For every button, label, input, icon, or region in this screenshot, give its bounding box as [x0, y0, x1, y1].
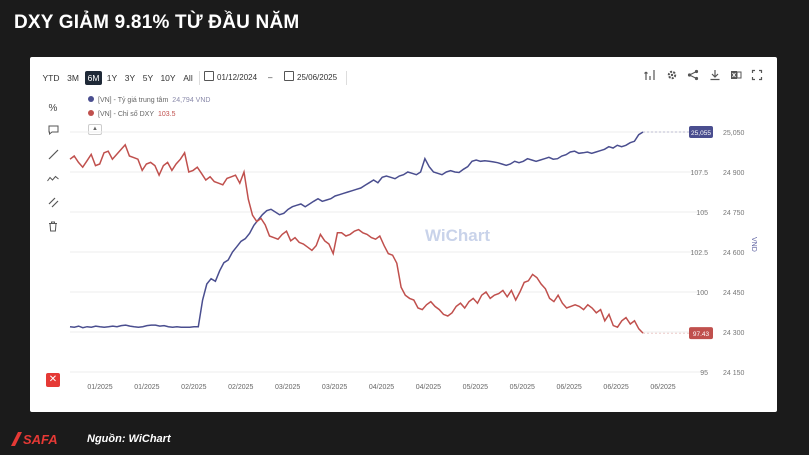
parallel-lines-icon[interactable]: [44, 197, 62, 213]
y-tick-vnd: 24 450: [723, 290, 745, 297]
source-note: Nguồn: WiChart: [87, 433, 171, 445]
y-tick-dxy: 110: [697, 130, 708, 137]
y-tick-vnd: 24 750: [723, 210, 745, 217]
chart-legend: [VN] - Tỷ giá trung tâm 24,794 VND [VN] -…: [88, 94, 210, 136]
comment-icon[interactable]: [44, 125, 62, 141]
range-3y-button[interactable]: 3Y: [124, 73, 136, 83]
trash-icon[interactable]: [44, 221, 62, 237]
date-from-value: 01/12/2024: [217, 73, 258, 82]
download-icon[interactable]: [707, 69, 723, 85]
series-line-dxy: [69, 143, 644, 334]
y-tick-vnd: 25,050: [723, 130, 745, 137]
y-tick-vnd: 24 300: [723, 330, 745, 337]
x-tick-label: 06/2025: [557, 384, 582, 391]
x-tick-label: 04/2025: [369, 384, 394, 391]
slide-title: DXY GIẢM 9.81% TỪ ĐẦU NĂM: [14, 12, 300, 33]
x-tick-label: 01/2025: [134, 384, 159, 391]
last-value-label: 25,055: [691, 130, 711, 137]
last-value-label: 97.43: [693, 331, 710, 338]
range-all-button[interactable]: All: [183, 73, 193, 83]
x-tick-label: 06/2025: [603, 384, 628, 391]
toolbar-divider: [199, 71, 200, 85]
y-tick-dxy: 97.5: [694, 330, 708, 337]
trend-line-icon[interactable]: [44, 149, 62, 165]
svg-text:SAFA: SAFA: [23, 432, 58, 447]
legend-value: 103.5: [158, 111, 176, 118]
y-axis-label: VND: [750, 237, 757, 252]
x-tick-label: 05/2025: [463, 384, 488, 391]
date-separator: –: [268, 73, 273, 82]
date-to-field[interactable]: 25/06/2025: [284, 70, 337, 86]
settings-icon[interactable]: [664, 69, 680, 85]
range-6m-button[interactable]: 6M: [85, 71, 102, 85]
y-tick-dxy: 100: [696, 290, 708, 297]
x-tick-label: 02/2025: [228, 384, 253, 391]
y-tick-vnd: 24 600: [723, 250, 745, 257]
safa-logo: SAFA: [9, 430, 81, 448]
legend-label: [VN] - Tỷ giá trung tâm: [98, 97, 169, 104]
watermark: WiChart: [425, 226, 490, 245]
percent-icon[interactable]: %: [48, 103, 58, 114]
x-tick-label: 01/2025: [87, 384, 112, 391]
range-10y-button[interactable]: 10Y: [160, 73, 176, 83]
legend-dot: [88, 110, 94, 116]
y-tick-vnd: 24 900: [723, 170, 745, 177]
range-3m-button[interactable]: 3M: [67, 73, 79, 83]
y-tick-dxy: 95: [700, 370, 708, 377]
x-tick-label: 06/2025: [650, 384, 675, 391]
legend-value: 24,794 VND: [172, 97, 211, 104]
x-tick-label: 03/2025: [322, 384, 347, 391]
calendar-icon: [204, 71, 214, 81]
last-value-badge: [689, 126, 713, 138]
y-tick-dxy: 102.5: [690, 250, 708, 257]
date-from-field[interactable]: 01/12/2024: [204, 70, 257, 86]
x-tick-label: 05/2025: [510, 384, 535, 391]
chart-toolbar: YTD 3M 6M 1Y 3Y 5Y 10Y All 01/12/2024 – …: [30, 57, 777, 95]
excel-icon[interactable]: [728, 69, 744, 85]
chart-panel: YTD 3M 6M 1Y 3Y 5Y 10Y All 01/12/2024 – …: [30, 57, 777, 412]
legend-item-vnd[interactable]: [VN] - Tỷ giá trung tâm 24,794 VND: [88, 94, 210, 108]
chart-type-icon[interactable]: [642, 69, 658, 85]
y-tick-vnd: 24 150: [723, 370, 745, 377]
share-icon[interactable]: [685, 69, 701, 85]
close-button[interactable]: ✕: [46, 373, 60, 387]
legend-dot: [88, 96, 94, 102]
fullscreen-icon[interactable]: [749, 69, 765, 85]
range-ytd-button[interactable]: YTD: [42, 73, 60, 83]
x-tick-label: 03/2025: [275, 384, 300, 391]
date-to-value: 25/06/2025: [297, 73, 338, 82]
last-value-badge: [689, 327, 713, 340]
legend-item-dxy[interactable]: [VN] - Chỉ số DXY 103.5: [88, 108, 210, 122]
toolbar-divider: [346, 71, 347, 85]
series-line-vnd: [69, 131, 644, 329]
legend-collapse-button[interactable]: ▲: [88, 124, 102, 135]
y-tick-dxy: 107.5: [690, 170, 708, 177]
x-tick-label: 02/2025: [181, 384, 206, 391]
legend-label: [VN] - Chỉ số DXY: [98, 111, 155, 118]
calendar-icon: [284, 71, 294, 81]
x-tick-label: 04/2025: [416, 384, 441, 391]
wave-icon[interactable]: [44, 173, 62, 189]
range-5y-button[interactable]: 5Y: [142, 73, 154, 83]
range-1y-button[interactable]: 1Y: [106, 73, 118, 83]
y-tick-dxy: 105: [696, 210, 708, 217]
